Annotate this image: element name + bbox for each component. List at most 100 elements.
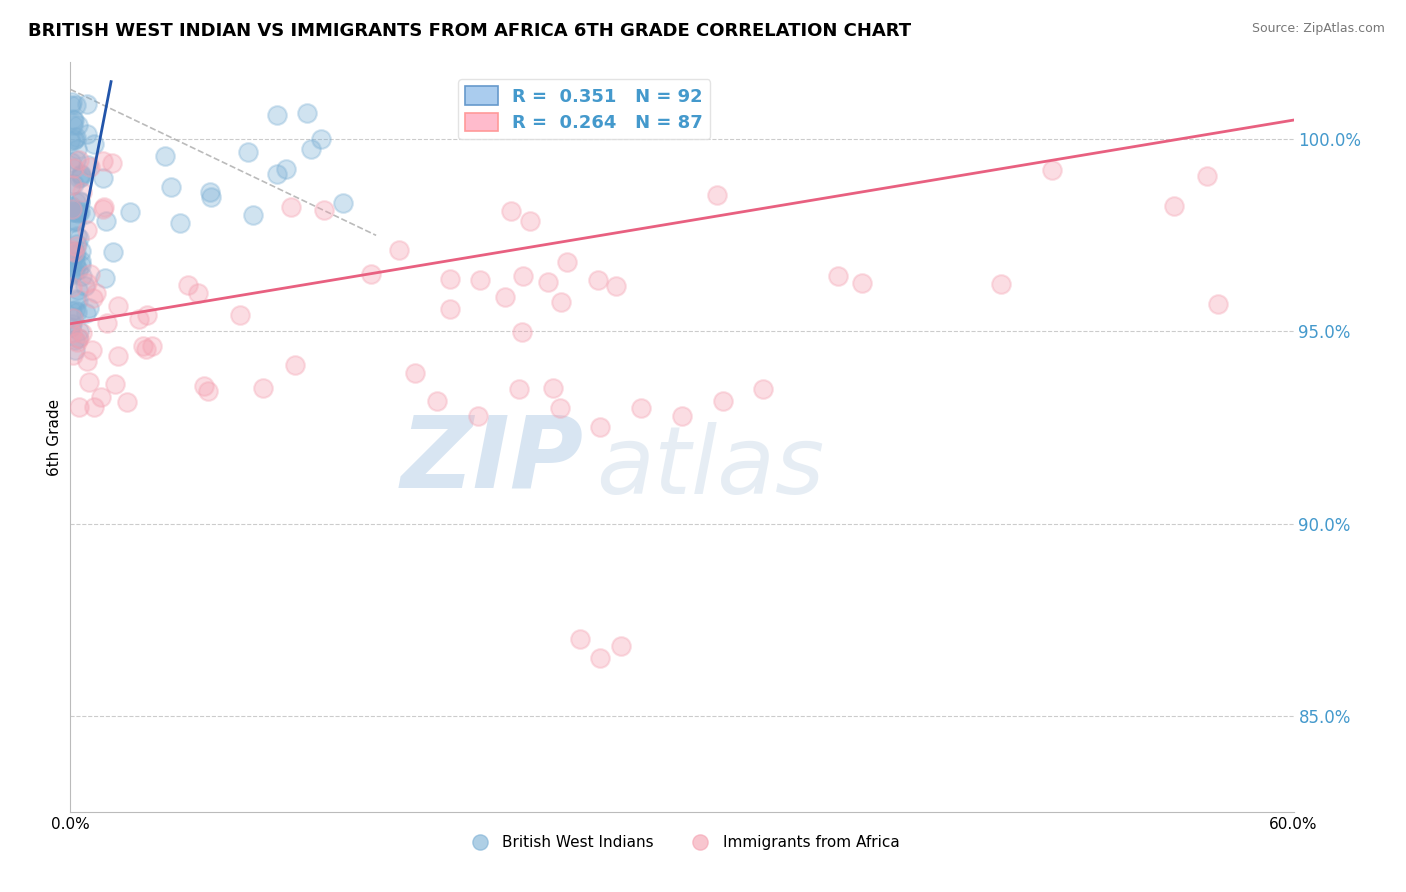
- Point: [63, 177, 86, 191]
- Point: [177, 278, 200, 293]
- Point: [69, 244, 91, 258]
- Point: [67, 119, 90, 133]
- Point: [550, 295, 572, 310]
- Point: [76, 128, 98, 142]
- Point: [60, 202, 83, 216]
- Point: [62, 133, 84, 147]
- Point: [70, 185, 93, 199]
- Point: [63, 112, 86, 127]
- Point: [69, 231, 91, 245]
- Point: [439, 272, 461, 286]
- Point: [512, 325, 534, 339]
- Point: [77, 158, 100, 172]
- Point: [299, 142, 322, 156]
- Point: [66, 305, 89, 319]
- Point: [63, 205, 86, 219]
- Point: [75, 306, 97, 320]
- Point: [93, 202, 115, 216]
- Point: [90, 391, 112, 405]
- Point: [73, 279, 96, 293]
- Point: [314, 202, 336, 217]
- Point: [69, 205, 91, 219]
- Point: [589, 651, 612, 665]
- Point: [107, 299, 129, 313]
- Text: atlas: atlas: [596, 422, 824, 513]
- Point: [62, 348, 84, 362]
- Point: [83, 136, 105, 151]
- Point: [284, 358, 307, 372]
- Point: [276, 162, 298, 177]
- Point: [512, 269, 534, 284]
- Point: [62, 161, 84, 175]
- Point: [60, 199, 83, 213]
- Point: [62, 264, 84, 278]
- Point: [404, 366, 426, 380]
- Point: [827, 268, 849, 283]
- Point: [62, 245, 84, 260]
- Point: [499, 203, 522, 218]
- Point: [66, 236, 89, 251]
- Point: [62, 118, 84, 132]
- Point: [96, 316, 118, 330]
- Point: [65, 98, 87, 112]
- Point: [65, 195, 87, 210]
- Point: [63, 343, 86, 357]
- Point: [67, 400, 90, 414]
- Point: [76, 222, 98, 236]
- Point: [70, 269, 93, 284]
- Point: [75, 207, 97, 221]
- Point: [91, 154, 114, 169]
- Point: [388, 244, 411, 258]
- Point: [86, 285, 108, 300]
- Point: [82, 291, 104, 305]
- Point: [494, 290, 516, 304]
- Point: [169, 216, 191, 230]
- Point: [187, 285, 209, 300]
- Point: [69, 194, 91, 208]
- Point: [360, 268, 382, 282]
- Point: [93, 200, 115, 214]
- Point: [62, 317, 84, 331]
- Point: [94, 270, 117, 285]
- Point: [60, 178, 83, 192]
- Point: [467, 409, 489, 423]
- Point: [67, 324, 90, 338]
- Point: [59, 268, 82, 282]
- Point: [198, 186, 221, 200]
- Point: [107, 349, 129, 363]
- Point: [70, 326, 93, 341]
- Point: [311, 131, 333, 145]
- Point: [266, 108, 288, 122]
- Point: [83, 400, 105, 414]
- Point: [62, 310, 84, 325]
- Point: [69, 195, 91, 210]
- Point: [66, 202, 89, 217]
- Point: [63, 244, 86, 259]
- Point: [589, 420, 612, 434]
- Point: [295, 106, 318, 120]
- Point: [132, 339, 155, 353]
- Point: [160, 180, 183, 194]
- Point: [610, 640, 633, 654]
- Point: [79, 267, 101, 281]
- Point: [706, 187, 728, 202]
- Point: [91, 170, 114, 185]
- Legend: British West Indians, Immigrants from Africa: British West Indians, Immigrants from Af…: [458, 830, 905, 856]
- Point: [236, 145, 259, 160]
- Point: [568, 632, 592, 646]
- Point: [63, 264, 86, 278]
- Point: [548, 401, 571, 416]
- Point: [588, 273, 610, 287]
- Point: [62, 215, 84, 229]
- Point: [242, 208, 264, 222]
- Point: [70, 254, 93, 268]
- Point: [605, 279, 627, 293]
- Point: [76, 96, 98, 111]
- Point: [1040, 163, 1063, 178]
- Point: [62, 161, 84, 175]
- Point: [60, 202, 83, 216]
- Point: [63, 303, 86, 318]
- Point: [80, 343, 103, 358]
- Point: [79, 375, 101, 389]
- Point: [153, 149, 176, 163]
